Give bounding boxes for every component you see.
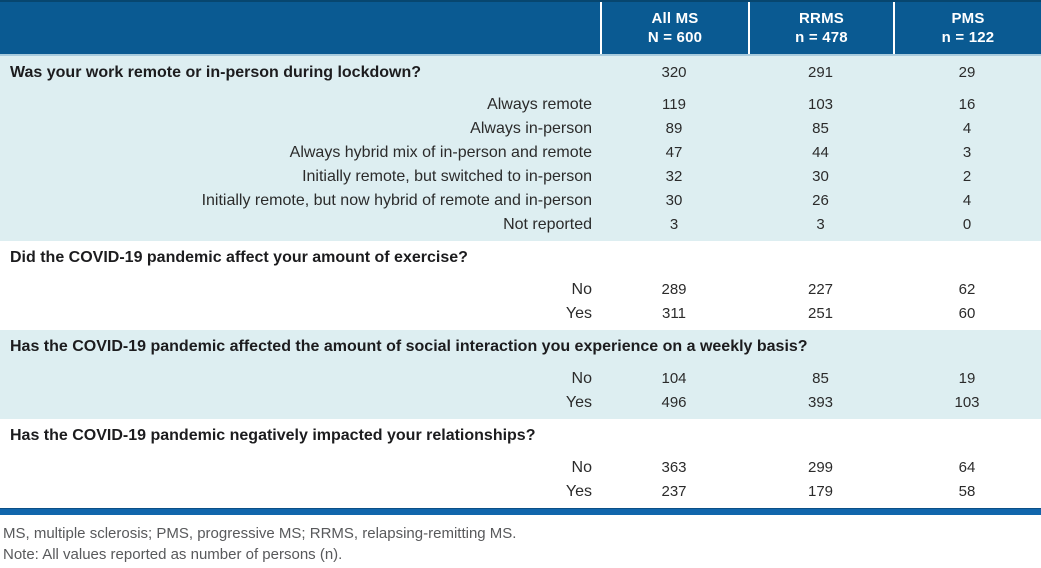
value-cell: 291 (807, 64, 834, 81)
question-row: Was your work remote or in-person during… (0, 61, 1041, 85)
answer-row: Initially remote, but switched to in-per… (0, 165, 1041, 189)
footnotes: MS, multiple sclerosis; PMS, progressive… (0, 515, 1041, 565)
value-cell: 311 (662, 305, 686, 322)
answer-row: Not reported 3 3 0 (0, 213, 1041, 237)
header-col-all-ms: All MS N = 600 (600, 2, 748, 54)
answer-label: No (571, 281, 592, 298)
value-cell: 0 (962, 216, 972, 233)
value-cell: 44 (812, 144, 829, 161)
value-cell: 299 (807, 459, 834, 476)
question-text: Did the COVID-19 pandemic affect your am… (10, 249, 468, 266)
question-text: Has the COVID-19 pandemic negatively imp… (10, 427, 536, 444)
value-cell: 58 (958, 483, 976, 500)
answer-row: Always remote 119 103 16 (0, 93, 1041, 117)
header-col-rrms: RRMS n = 478 (748, 2, 893, 54)
answer-label: Yes (565, 305, 592, 322)
header-col-n: n = 478 (795, 29, 848, 46)
value-cell: 119 (662, 96, 686, 113)
value-cell: 89 (665, 120, 683, 137)
header-col-label: RRMS (799, 10, 844, 27)
answer-row: Always hybrid mix of in-person and remot… (0, 141, 1041, 165)
value-cell: 237 (661, 483, 687, 500)
section-work-remote: Was your work remote or in-person during… (0, 56, 1041, 241)
header-col-n: N = 600 (647, 29, 703, 46)
value-cell: 30 (812, 168, 829, 185)
value-cell: 3 (816, 216, 825, 233)
answer-label: Always remote (487, 96, 592, 113)
value-cell: 496 (661, 394, 687, 411)
answer-label: Not reported (503, 216, 592, 233)
value-cell: 363 (661, 459, 687, 476)
value-cell: 227 (807, 281, 834, 298)
answer-row: Always in-person 89 85 4 (0, 117, 1041, 141)
answer-label: Initially remote, but switched to in-per… (302, 168, 592, 185)
value-cell: 104 (661, 370, 687, 387)
answer-label: Always in-person (470, 120, 592, 137)
value-cell: 2 (962, 168, 972, 185)
value-cell: 103 (807, 96, 834, 113)
value-cell: 289 (661, 281, 687, 298)
header-col-pms: PMS n = 122 (893, 2, 1041, 54)
value-cell: 4 (962, 120, 972, 137)
question-row: Did the COVID-19 pandemic affect your am… (0, 246, 1041, 270)
value-cell: 393 (807, 394, 834, 411)
question-row: Has the COVID-19 pandemic negatively imp… (0, 424, 1041, 448)
value-cell: 62 (958, 281, 976, 298)
value-cell: 19 (958, 370, 976, 387)
value-cell: 4 (962, 192, 972, 209)
bottom-rule (0, 508, 1041, 515)
section-social-interaction: Has the COVID-19 pandemic affected the a… (0, 330, 1041, 419)
question-row: Has the COVID-19 pandemic affected the a… (0, 335, 1041, 359)
value-cell: 3 (962, 144, 972, 161)
header-col-label: All MS (651, 10, 699, 27)
value-cell: 26 (812, 192, 829, 209)
value-cell: 85 (812, 120, 829, 137)
value-cell: 60 (958, 305, 976, 322)
answer-row: No 289 227 62 (0, 278, 1041, 302)
value-cell: 103 (954, 394, 980, 411)
answer-row: No 104 85 19 (0, 367, 1041, 391)
answer-row: Yes 496 393 103 (0, 391, 1041, 415)
value-cell: 179 (807, 483, 834, 500)
value-cell: 85 (812, 370, 829, 387)
answer-row: Initially remote, but now hybrid of remo… (0, 189, 1041, 213)
header-stub-cell (0, 2, 600, 54)
question-text: Was your work remote or in-person during… (10, 64, 421, 81)
footnote-abbreviations: MS, multiple sclerosis; PMS, progressive… (3, 525, 517, 542)
question-text: Has the COVID-19 pandemic affected the a… (10, 338, 808, 355)
value-cell: 251 (807, 305, 834, 322)
value-cell: 3 (669, 216, 679, 233)
answer-label: Initially remote, but now hybrid of remo… (201, 192, 592, 209)
answer-label: No (571, 459, 592, 476)
header-col-n: n = 122 (941, 29, 995, 46)
answer-row: Yes 237 179 58 (0, 480, 1041, 504)
answer-row: No 363 299 64 (0, 456, 1041, 480)
value-cell: 320 (661, 64, 687, 81)
answer-label: Yes (565, 394, 592, 411)
table-header-row: All MS N = 600 RRMS n = 478 PMS n = 122 (0, 0, 1041, 56)
header-col-label: PMS (951, 10, 985, 27)
section-exercise: Did the COVID-19 pandemic affect your am… (0, 241, 1041, 330)
answer-label: Yes (565, 483, 592, 500)
value-cell: 47 (665, 144, 683, 161)
footnote-note: Note: All values reported as number of p… (3, 546, 343, 563)
value-cell: 30 (665, 192, 683, 209)
value-cell: 32 (665, 168, 683, 185)
answer-label: No (571, 370, 592, 387)
section-relationships: Has the COVID-19 pandemic negatively imp… (0, 419, 1041, 508)
value-cell: 29 (958, 64, 976, 81)
answer-label: Always hybrid mix of in-person and remot… (289, 144, 592, 161)
value-cell: 16 (958, 96, 976, 113)
answer-row: Yes 311 251 60 (0, 302, 1041, 326)
value-cell: 64 (958, 459, 976, 476)
